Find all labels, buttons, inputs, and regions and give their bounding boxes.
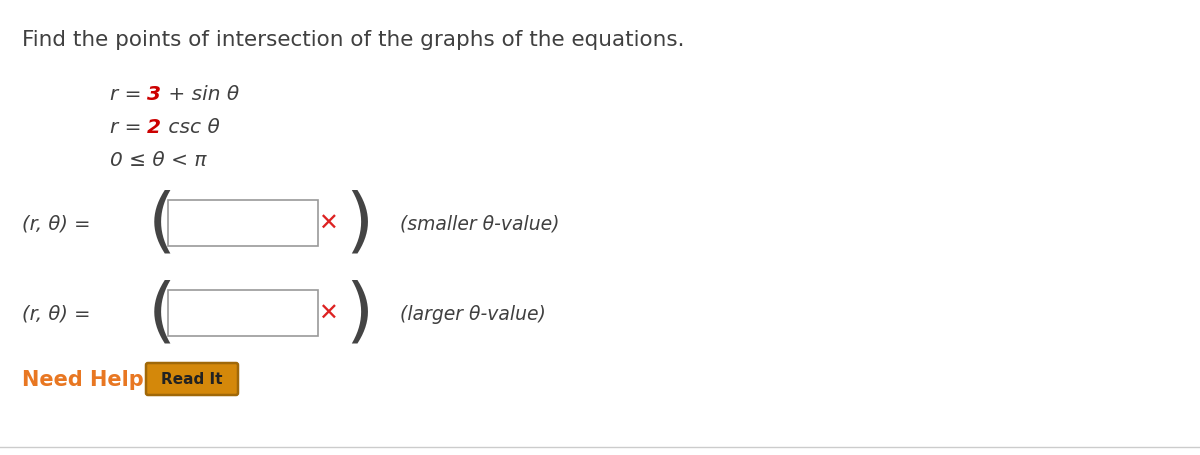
Text: 3: 3 [148,85,161,104]
Text: (r, θ) =: (r, θ) = [22,214,97,233]
Text: Read It: Read It [161,372,223,387]
Text: ✕: ✕ [318,301,338,325]
Text: ): ) [346,279,373,348]
FancyBboxPatch shape [146,363,238,395]
Text: (larger θ-value): (larger θ-value) [400,304,546,323]
Text: ): ) [346,189,373,258]
Text: (r, θ) =: (r, θ) = [22,304,97,323]
Text: (: ( [148,279,176,348]
Text: + sin θ: + sin θ [162,85,239,104]
Bar [168,290,318,336]
Text: Need Help?: Need Help? [22,369,156,389]
Text: 0 ≤ θ < π: 0 ≤ θ < π [110,151,206,170]
Text: Find the points of intersection of the graphs of the equations.: Find the points of intersection of the g… [22,30,684,50]
Text: ✕: ✕ [318,212,338,236]
Bar [168,201,318,247]
Text: r =: r = [110,118,148,136]
Text: 2: 2 [148,118,161,136]
Text: r =: r = [110,85,148,104]
Text: (smaller θ-value): (smaller θ-value) [400,214,559,233]
Text: (: ( [148,189,176,258]
Text: csc θ: csc θ [162,118,220,136]
